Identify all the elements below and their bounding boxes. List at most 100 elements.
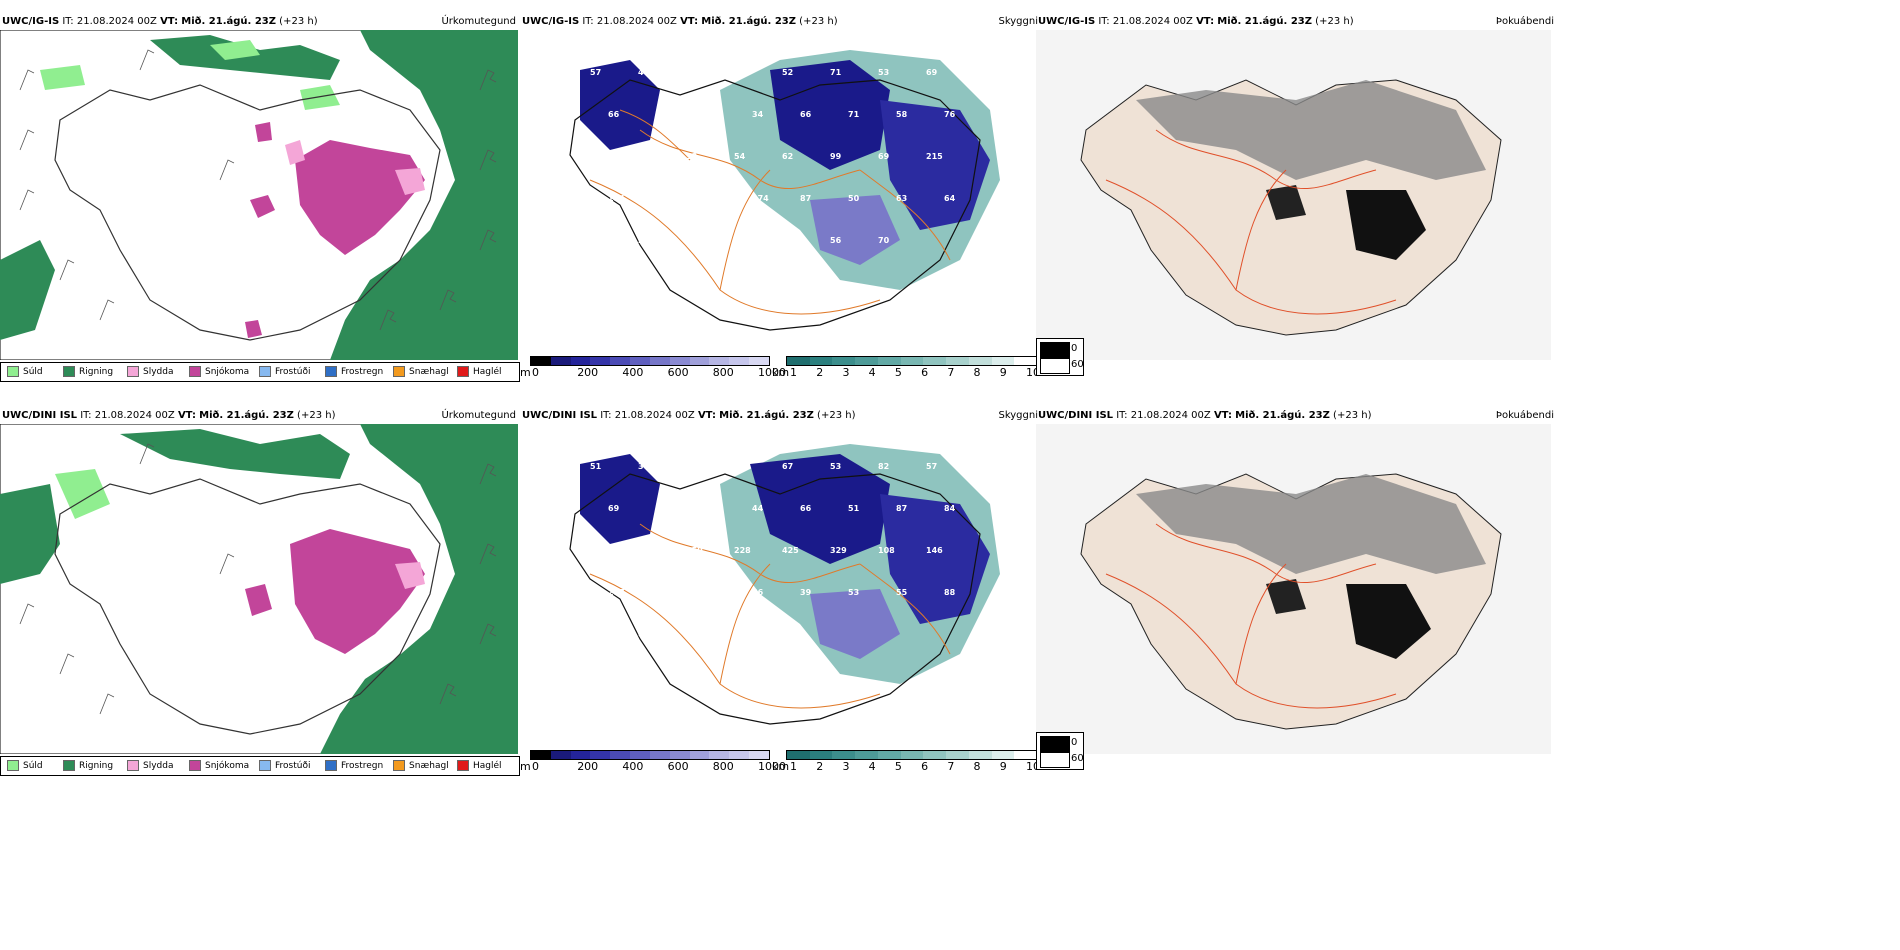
fog-map[interactable] — [1036, 424, 1551, 754]
ceiling-tick-label: 0 — [532, 760, 539, 773]
fog-swatch — [1040, 736, 1070, 752]
ceiling-unit: m — [520, 760, 531, 773]
fog-legend: 0 60 — [1036, 338, 1084, 376]
lead-time: (+23 h) — [1315, 16, 1354, 27]
valid-label: VT: — [160, 16, 179, 27]
drizzle-area — [55, 469, 110, 519]
colorbar-segment — [570, 357, 591, 365]
valid-label: VT: — [177, 410, 196, 421]
ceiling-value-label: 39 — [800, 588, 812, 597]
ceiling-value-label: 54 — [734, 152, 746, 161]
colorbar-segment — [729, 357, 750, 365]
visibility-map[interactable]: 51 37 74 60 67 53 82 57 69 44 65 44 66 51 87 84 85 125 250… — [520, 424, 1035, 734]
iceland-outline — [569, 79, 981, 331]
legend-item: Frostregn — [325, 760, 383, 771]
precip-map[interactable] — [0, 30, 518, 360]
colorbar-segment — [946, 357, 969, 365]
legend-item: Slydda — [127, 366, 173, 377]
ceiling-value-label: 108 — [878, 546, 895, 555]
ceiling-value-label: 80 — [638, 152, 650, 161]
header-bottom-precip: UWC/DINI ISL IT: 21.08.2024 00Z VT: Mið.… — [2, 410, 335, 422]
visibility-map[interactable]: 57 44 34 53 52 71 53 69 66 54 40 34 66 71 58 76 56 80 53 54… — [520, 30, 1035, 340]
visibility-panel-top: UWC/IG-IS IT: 21.08.2024 00Z VT: Mið. 21… — [520, 12, 1040, 382]
init-time: IT: 21.08.2024 00Z — [62, 16, 157, 27]
ceiling-value-label: 217 — [608, 588, 625, 597]
fog-map[interactable] — [1036, 30, 1551, 360]
ceiling-value-label: 53 — [734, 68, 745, 77]
ceiling-value-label: 425 — [782, 546, 799, 555]
colorbar-segment — [787, 751, 810, 759]
legend-swatch — [325, 760, 337, 771]
ceiling-value-label: 61 — [638, 630, 650, 639]
ceiling-value-label: 146 — [926, 546, 943, 555]
snow-area — [295, 140, 425, 255]
ceiling-value-label: 84 — [944, 504, 956, 513]
ceiling-value-label: 57 — [590, 68, 601, 77]
colorbar-segment — [809, 751, 833, 759]
vis-tick-label: 3 — [842, 760, 850, 773]
ceiling-value-label: 87 — [896, 504, 907, 513]
colorbar-segment — [855, 751, 878, 759]
vis-colorbar — [786, 750, 1038, 760]
precip-title: Úrkomutegund — [441, 410, 516, 421]
iceland-outline — [54, 84, 441, 341]
model-name: UWC/IG-IS — [522, 16, 580, 27]
valid-time: Mið. 21.ágú. 23Z — [1235, 410, 1330, 421]
init-time: IT: 21.08.2024 00Z — [582, 16, 677, 27]
ceiling-value-label: 60 — [734, 462, 746, 471]
ceiling-value-label: 58 — [896, 110, 908, 119]
valid-time: Mið. 21.ágú. 23Z — [199, 410, 294, 421]
legend-item: Slydda — [127, 760, 173, 771]
sleet-area — [285, 140, 305, 165]
colorbar-segment — [787, 357, 810, 365]
vis-tick-label: 1 — [790, 366, 797, 379]
vis-tick-label: 8 — [973, 366, 981, 379]
colorbar-segment — [550, 357, 571, 365]
road-network — [589, 523, 951, 709]
vis-tick-label: 9 — [999, 366, 1007, 379]
legend-swatch — [393, 366, 405, 377]
ceiling-value-label: 51 — [782, 236, 794, 245]
ceiling-tick-label: 200 — [577, 760, 599, 773]
vis-tick-label: 7 — [947, 366, 955, 379]
fog-title: Þokuábendi — [1495, 410, 1554, 421]
legend-label: Frostúði — [275, 761, 311, 771]
ceiling-value-label: 235 — [638, 236, 655, 245]
vis-tick-label: 6 — [921, 760, 929, 773]
lead-time: (+23 h) — [1333, 410, 1372, 421]
colorbar-segment — [923, 751, 947, 759]
fog-legend: 0 60 — [1036, 732, 1084, 770]
legend-item: Haglél — [457, 366, 502, 377]
init-time: IT: 21.08.2024 00Z — [80, 410, 175, 421]
ceiling-tick-label: 800 — [712, 760, 734, 773]
colorbar-segment — [991, 357, 1015, 365]
header-bottom-fog: UWC/DINI ISL IT: 21.08.2024 00Z VT: Mið.… — [1038, 410, 1371, 422]
legend-swatch — [457, 760, 469, 771]
precip-legend: Súld Rigning Slydda Snjókoma Frostúði Fr… — [0, 362, 520, 382]
vis-unit: km — [772, 366, 790, 379]
fog-roads — [1105, 129, 1397, 315]
snow-area-small-1 — [245, 584, 272, 616]
ceiling-value-label: 121 — [656, 588, 673, 597]
legend-item: Frostregn — [325, 366, 383, 377]
ceiling-colorbar — [530, 750, 770, 760]
road-network — [589, 109, 951, 315]
ceiling-value-label: 65 — [704, 504, 716, 513]
ceiling-value-label: 76 — [944, 110, 956, 119]
ceiling-value-label: 53 — [590, 236, 601, 245]
rain-area-west — [0, 484, 60, 584]
ceiling-value-labels: 51 37 74 60 67 53 82 57 69 44 65 44 66 51 87 84 85 125 250… — [590, 462, 956, 639]
vis-unit: km — [772, 760, 790, 773]
colorbar-segment — [900, 751, 924, 759]
legend-label: Rigning — [79, 367, 114, 377]
fog-gray-north — [1136, 474, 1486, 574]
ceiling-value-label: 85 — [590, 546, 602, 555]
colorbar-segment — [729, 751, 750, 759]
precip-map[interactable] — [0, 424, 518, 754]
precip-panel-bottom: UWC/DINI ISL IT: 21.08.2024 00Z VT: Mið.… — [0, 406, 520, 776]
ceiling-value-label: 66 — [800, 504, 812, 513]
fog-label: 60 — [1071, 359, 1084, 370]
valid-label: VT: — [680, 16, 699, 27]
init-time: IT: 21.08.2024 00Z — [1098, 16, 1193, 27]
ceiling-value-label: 51 — [848, 504, 860, 513]
